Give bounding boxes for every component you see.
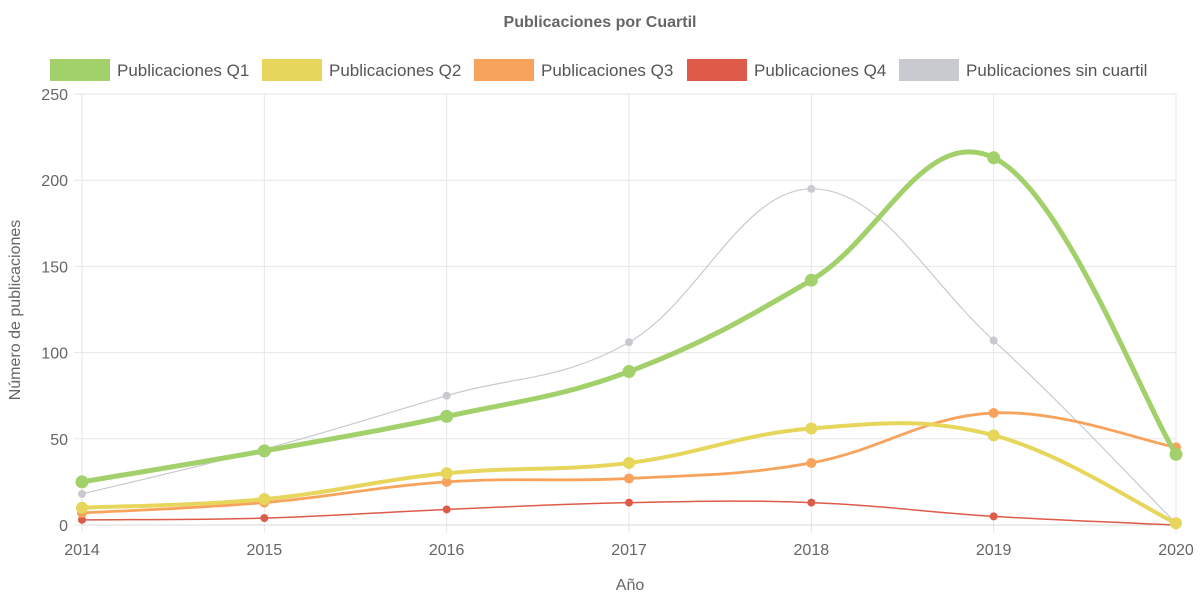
- grid: [74, 93, 1177, 533]
- data-point[interactable]: [78, 515, 86, 524]
- data-point[interactable]: [76, 501, 88, 514]
- y-axis-title: Número de publicaciones: [7, 220, 24, 401]
- data-point[interactable]: [804, 273, 818, 287]
- legend-label[interactable]: Publicaciones Q2: [329, 61, 461, 80]
- data-point[interactable]: [807, 184, 816, 193]
- data-point[interactable]: [622, 365, 636, 379]
- data-point[interactable]: [1169, 447, 1183, 461]
- series-line: [79, 149, 1179, 485]
- data-point[interactable]: [260, 514, 269, 523]
- data-point[interactable]: [624, 473, 634, 484]
- series-group: [75, 149, 1183, 489]
- legend-label[interactable]: Publicaciones Q3: [541, 61, 673, 80]
- x-tick-label: 2019: [976, 542, 1012, 559]
- legend-swatch[interactable]: [687, 59, 747, 81]
- x-tick-label: 2018: [794, 542, 830, 559]
- data-point[interactable]: [442, 505, 451, 514]
- y-tick-label: 150: [41, 259, 68, 276]
- legend-swatch[interactable]: [474, 59, 534, 81]
- series-group: [76, 421, 1182, 530]
- y-tick-label: 100: [41, 346, 68, 363]
- y-axis-ticks: 0 50 100 150 200 250: [41, 87, 68, 535]
- series-line: [81, 188, 1177, 524]
- data-point[interactable]: [258, 493, 271, 506]
- y-tick-label: 50: [50, 432, 68, 449]
- data-point[interactable]: [78, 489, 86, 498]
- legend-label[interactable]: Publicaciones Q1: [117, 61, 249, 80]
- legend-swatch[interactable]: [50, 59, 110, 81]
- data-point[interactable]: [441, 476, 452, 487]
- data-point[interactable]: [440, 467, 453, 480]
- y-tick-label: 250: [41, 87, 68, 104]
- legend-swatch[interactable]: [899, 59, 959, 81]
- y-tick-label: 0: [59, 518, 68, 535]
- data-point[interactable]: [805, 422, 818, 435]
- legend-swatch[interactable]: [262, 59, 322, 81]
- data-point[interactable]: [989, 336, 998, 345]
- data-point[interactable]: [1170, 517, 1182, 530]
- x-axis-title: Año: [616, 577, 645, 594]
- series-layer: [75, 149, 1183, 530]
- y-tick-label: 200: [41, 173, 68, 190]
- data-point[interactable]: [75, 475, 89, 489]
- data-point[interactable]: [442, 391, 451, 400]
- data-point[interactable]: [807, 498, 816, 507]
- data-point[interactable]: [440, 409, 454, 423]
- legend: Publicaciones Q1 Publicaciones Q2 Publicac…: [50, 59, 1147, 81]
- data-point[interactable]: [987, 429, 1000, 442]
- x-tick-label: 2016: [429, 542, 465, 559]
- data-point[interactable]: [987, 151, 1001, 165]
- data-point[interactable]: [989, 512, 998, 521]
- data-point[interactable]: [257, 444, 271, 458]
- data-point[interactable]: [625, 498, 633, 507]
- data-point[interactable]: [988, 407, 999, 418]
- data-point[interactable]: [625, 338, 633, 347]
- x-axis-ticks: 2014 2015 2016 2017 2018 2019 2020: [64, 542, 1194, 559]
- x-tick-label: 2014: [64, 542, 100, 559]
- legend-label[interactable]: Publicaciones Q4: [754, 61, 886, 80]
- x-tick-label: 2015: [247, 542, 283, 559]
- x-tick-label: 2020: [1158, 542, 1194, 559]
- data-point[interactable]: [623, 456, 635, 469]
- data-point[interactable]: [806, 457, 817, 468]
- chart-title: Publicaciones por Cuartil: [504, 14, 697, 31]
- x-tick-label: 2017: [611, 542, 647, 559]
- legend-label[interactable]: Publicaciones sin cuartil: [966, 61, 1147, 80]
